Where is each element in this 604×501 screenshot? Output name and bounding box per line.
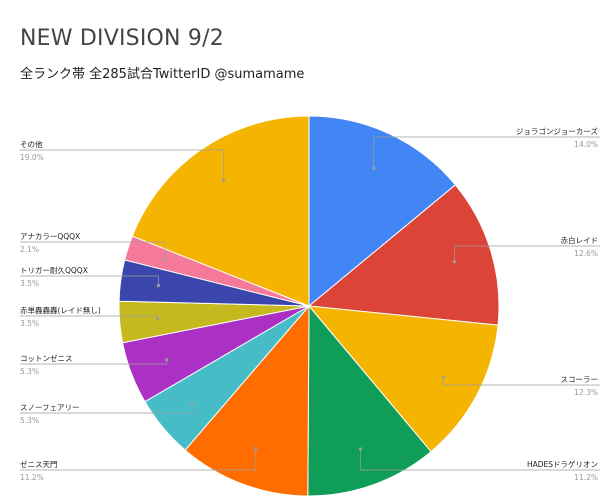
slice-label: スコーラー — [561, 375, 599, 384]
slice-percent: 11.2% — [20, 473, 44, 482]
slice-label: ジョラゴンジョーカーズ — [516, 126, 599, 136]
pie-slice — [307, 184, 500, 326]
chart-title: NEW DIVISION 9/2 — [20, 26, 224, 51]
leader-line — [20, 359, 168, 365]
leader-line — [20, 241, 165, 260]
slice-percent: 3.5% — [20, 319, 39, 328]
leader-line — [20, 275, 159, 286]
slice-label: アナカラーQQQX — [20, 232, 80, 241]
slice-percent: 19.0% — [20, 153, 44, 162]
slice-label: トリガー耐久QQQX — [20, 265, 88, 275]
leader-line — [20, 403, 193, 414]
pie-slice — [308, 115, 457, 308]
pie-slice — [307, 305, 499, 453]
slice-percent: 11.2% — [574, 473, 598, 482]
leader-line — [20, 149, 224, 181]
leader-line — [373, 136, 600, 169]
slice-label: その他 — [20, 139, 43, 149]
slice-percent: 2.1% — [20, 245, 39, 254]
slice-percent: 5.3% — [20, 367, 39, 376]
leader-line — [20, 448, 257, 471]
pie-labels: ジョラゴンジョーカーズ 14.0% 赤白レイド 12.6% スコーラー 12.3% HADE… — [20, 126, 600, 482]
leader-line — [20, 315, 158, 319]
pie-slice — [184, 304, 310, 497]
slice-label: 赤白レイド — [561, 235, 599, 245]
chart-subtitle: 全ランク帯 全285試合TwitterID @sumamame — [20, 67, 305, 82]
leader-line — [454, 245, 600, 262]
slice-label: 赤単轟轟轟(レイド無し) — [20, 305, 101, 315]
slice-percent: 12.6% — [574, 249, 598, 258]
leader-line — [360, 449, 600, 471]
slice-label: コットンゼニス — [20, 353, 73, 363]
slice-label: スノーフェアリー — [20, 403, 80, 412]
slice-label: HADESドラゲリオン — [527, 460, 598, 469]
pie-slices — [118, 115, 500, 497]
slice-percent: 3.5% — [20, 279, 39, 288]
pie-slice — [131, 115, 310, 307]
slice-percent: 14.0% — [574, 140, 598, 149]
slice-label: ゼニス天門 — [20, 459, 58, 469]
pie-slice — [307, 304, 432, 497]
slice-percent: 5.3% — [20, 416, 39, 425]
slice-percent: 12.3% — [574, 388, 598, 397]
leader-line — [442, 377, 600, 386]
